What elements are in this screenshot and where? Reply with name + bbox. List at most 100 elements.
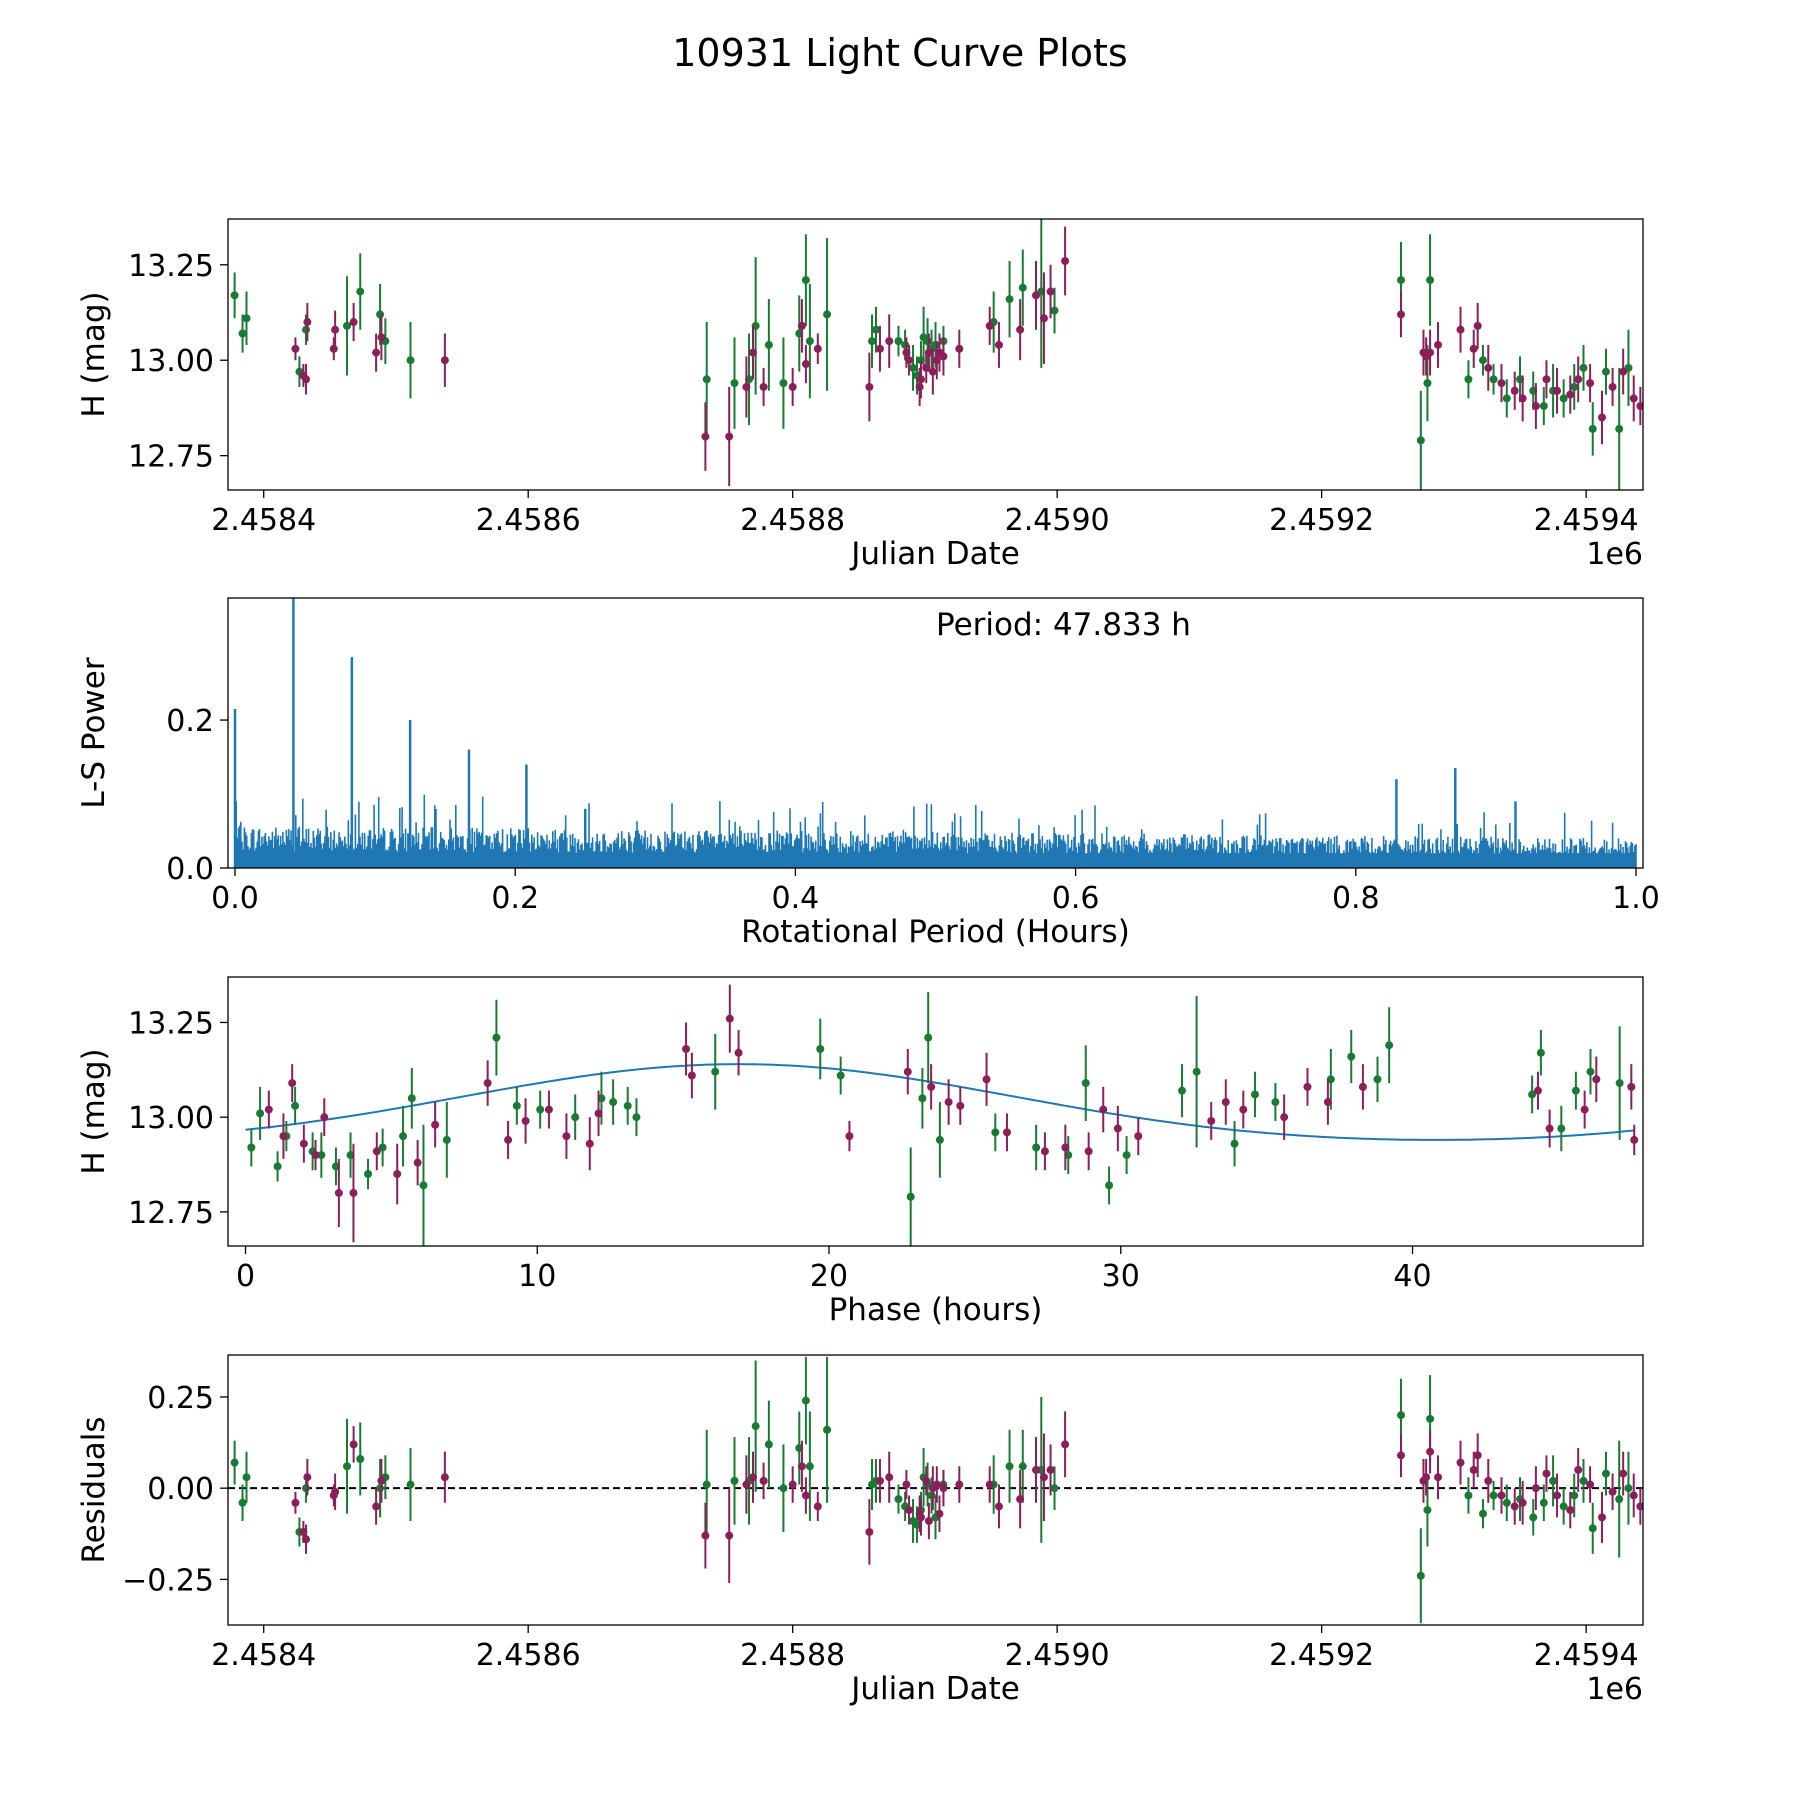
phased-point-purple bbox=[927, 1082, 936, 1091]
residuals-point-green bbox=[1396, 1411, 1405, 1420]
raw-point-purple bbox=[924, 348, 933, 357]
periodogram-y-label: L-S Power bbox=[76, 657, 112, 808]
raw-point-green bbox=[1464, 375, 1473, 384]
phased-point-green bbox=[1586, 1067, 1595, 1076]
residuals-point-green bbox=[1502, 1498, 1511, 1507]
raw-point-purple bbox=[875, 344, 884, 353]
raw-point-purple bbox=[797, 321, 806, 330]
phased-point-purple bbox=[521, 1116, 530, 1125]
phased-point-purple bbox=[288, 1079, 297, 1088]
raw-point-purple bbox=[1434, 340, 1443, 349]
phased-point-green bbox=[1192, 1067, 1201, 1076]
phased-point-purple bbox=[372, 1147, 381, 1156]
residuals-point-green bbox=[1423, 1506, 1432, 1515]
raw-point-purple bbox=[1608, 382, 1617, 391]
phased-light-curve-ticks: 0 10 20 30 40 12.75 13.00 13.25 bbox=[128, 1006, 1431, 1294]
raw-light-curve-y-label: H (mag) bbox=[76, 291, 112, 417]
phased-y-tick-label: 13.00 bbox=[128, 1101, 214, 1136]
residuals-point-purple bbox=[1510, 1502, 1519, 1511]
raw-point-purple bbox=[349, 318, 358, 327]
raw-point-green bbox=[1426, 276, 1435, 285]
raw-y-tick-label: 13.00 bbox=[128, 344, 214, 379]
phased-light-curve-panel: 0 10 20 30 40 12.75 13.00 13.25 Phase (hours) H… bbox=[76, 976, 1644, 1328]
raw-point-purple bbox=[1046, 287, 1055, 296]
phased-point-purple bbox=[413, 1158, 422, 1167]
phased-point-green bbox=[1347, 1052, 1356, 1061]
periodogram-x-tick-label: 0.0 bbox=[211, 881, 259, 916]
phased-point-purple bbox=[334, 1188, 343, 1197]
raw-point-green bbox=[1489, 375, 1498, 384]
periodogram-y-tick-label: 0.2 bbox=[166, 704, 214, 739]
residuals-point-purple bbox=[1396, 1451, 1405, 1460]
residuals-point-green bbox=[1549, 1476, 1558, 1485]
raw-point-green bbox=[909, 363, 918, 372]
raw-point-purple bbox=[1586, 379, 1595, 388]
residuals-point-green bbox=[1570, 1491, 1579, 1500]
residuals-point-green bbox=[779, 1484, 788, 1493]
residuals-point-purple bbox=[788, 1480, 797, 1489]
phased-point-green bbox=[1557, 1124, 1566, 1133]
raw-point-purple bbox=[885, 337, 894, 346]
phased-point-purple bbox=[544, 1105, 553, 1114]
raw-point-purple bbox=[742, 382, 751, 391]
residuals-point-purple bbox=[813, 1502, 822, 1511]
periodogram-plot-area bbox=[233, 598, 1637, 868]
raw-point-purple bbox=[813, 344, 822, 353]
figure-title: 10931 Light Curve Plots bbox=[672, 31, 1127, 75]
phased-x-tick-label: 20 bbox=[810, 1259, 848, 1294]
phased-point-green bbox=[609, 1098, 618, 1107]
phased-y-tick-label: 12.75 bbox=[128, 1196, 214, 1231]
residuals-y-tick-label: 0.25 bbox=[147, 1381, 214, 1416]
phased-point-green bbox=[442, 1135, 451, 1144]
phased-point-purple bbox=[279, 1132, 288, 1141]
residuals-panel: 2.4584 2.4586 2.4588 2.4590 2.4592 2.4594 −0.2… bbox=[76, 1354, 1644, 1707]
raw-point-purple bbox=[701, 432, 710, 441]
residuals-point-purple bbox=[1422, 1473, 1431, 1482]
raw-point-purple bbox=[1016, 325, 1025, 334]
raw-point-green bbox=[801, 276, 810, 285]
residuals-x-label: Julian Date bbox=[849, 1671, 1020, 1707]
residuals-point-purple bbox=[749, 1473, 758, 1482]
residuals-point-purple bbox=[1469, 1465, 1478, 1474]
raw-point-purple bbox=[915, 382, 924, 391]
phased-point-purple bbox=[956, 1101, 965, 1110]
phased-point-green bbox=[536, 1105, 545, 1114]
raw-point-purple bbox=[291, 344, 300, 353]
residuals-point-purple bbox=[1608, 1487, 1617, 1496]
residuals-y-label: Residuals bbox=[76, 1416, 112, 1563]
phased-model-curve bbox=[245, 1063, 1635, 1141]
phased-point-purple bbox=[1303, 1082, 1312, 1091]
raw-light-curve-frame bbox=[227, 218, 1644, 491]
raw-y-tick-label: 13.25 bbox=[128, 249, 214, 284]
residuals-point-purple bbox=[902, 1480, 911, 1489]
residuals-point-green bbox=[805, 1462, 814, 1471]
phased-point-green bbox=[492, 1033, 501, 1042]
residuals-point-purple bbox=[440, 1473, 449, 1482]
residuals-point-green bbox=[1478, 1509, 1487, 1518]
phased-point-green bbox=[364, 1170, 373, 1179]
residuals-point-green bbox=[1559, 1502, 1568, 1511]
raw-point-green bbox=[356, 287, 365, 296]
residuals-point-purple bbox=[377, 1476, 386, 1485]
residuals-point-purple bbox=[1426, 1447, 1435, 1456]
phased-point-purple bbox=[320, 1113, 329, 1122]
residuals-point-purple bbox=[935, 1509, 944, 1518]
residuals-point-purple bbox=[1553, 1491, 1562, 1500]
raw-point-green bbox=[901, 340, 910, 349]
phased-point-green bbox=[1230, 1139, 1239, 1148]
raw-point-green bbox=[1416, 436, 1425, 445]
phased-point-purple bbox=[1580, 1105, 1589, 1114]
raw-point-purple bbox=[1598, 413, 1607, 422]
raw-point-green bbox=[376, 310, 385, 319]
period-annotation: Period: 47.833 h bbox=[936, 607, 1191, 643]
raw-point-purple bbox=[1566, 390, 1575, 399]
raw-point-purple bbox=[985, 321, 994, 330]
raw-point-purple bbox=[1629, 394, 1638, 403]
residuals-x-tick-label: 2.4590 bbox=[1005, 1638, 1110, 1673]
residuals-point-purple bbox=[924, 1517, 933, 1526]
residuals-point-purple bbox=[1061, 1440, 1070, 1449]
raw-point-green bbox=[764, 340, 773, 349]
phased-point-purple bbox=[1280, 1113, 1289, 1122]
raw-point-green bbox=[1570, 382, 1579, 391]
